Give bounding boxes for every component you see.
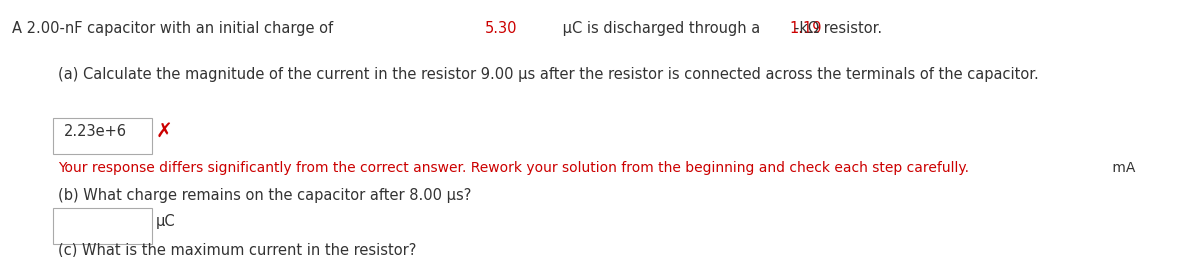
Text: μC is discharged through a: μC is discharged through a xyxy=(558,21,766,35)
FancyBboxPatch shape xyxy=(53,118,152,154)
Text: mA: mA xyxy=(1108,161,1135,175)
Text: (c) What is the maximum current in the resistor?: (c) What is the maximum current in the r… xyxy=(58,243,416,257)
Text: A 2.00-nF capacitor with an initial charge of: A 2.00-nF capacitor with an initial char… xyxy=(12,21,337,35)
Text: Your response differs significantly from the correct answer. Rework your solutio: Your response differs significantly from… xyxy=(58,161,968,175)
Text: (b) What charge remains on the capacitor after 8.00 μs?: (b) What charge remains on the capacitor… xyxy=(58,188,470,203)
Text: 5.30: 5.30 xyxy=(485,21,517,35)
Text: 2.23e+6: 2.23e+6 xyxy=(64,124,127,139)
Text: ✗: ✗ xyxy=(156,122,173,141)
FancyBboxPatch shape xyxy=(53,208,152,244)
Text: (a) Calculate the magnitude of the current in the resistor 9.00 μs after the res: (a) Calculate the magnitude of the curre… xyxy=(58,67,1038,82)
Text: 1.19: 1.19 xyxy=(790,21,822,35)
Text: -kΩ resistor.: -kΩ resistor. xyxy=(794,21,883,35)
Text: μC: μC xyxy=(156,214,175,229)
